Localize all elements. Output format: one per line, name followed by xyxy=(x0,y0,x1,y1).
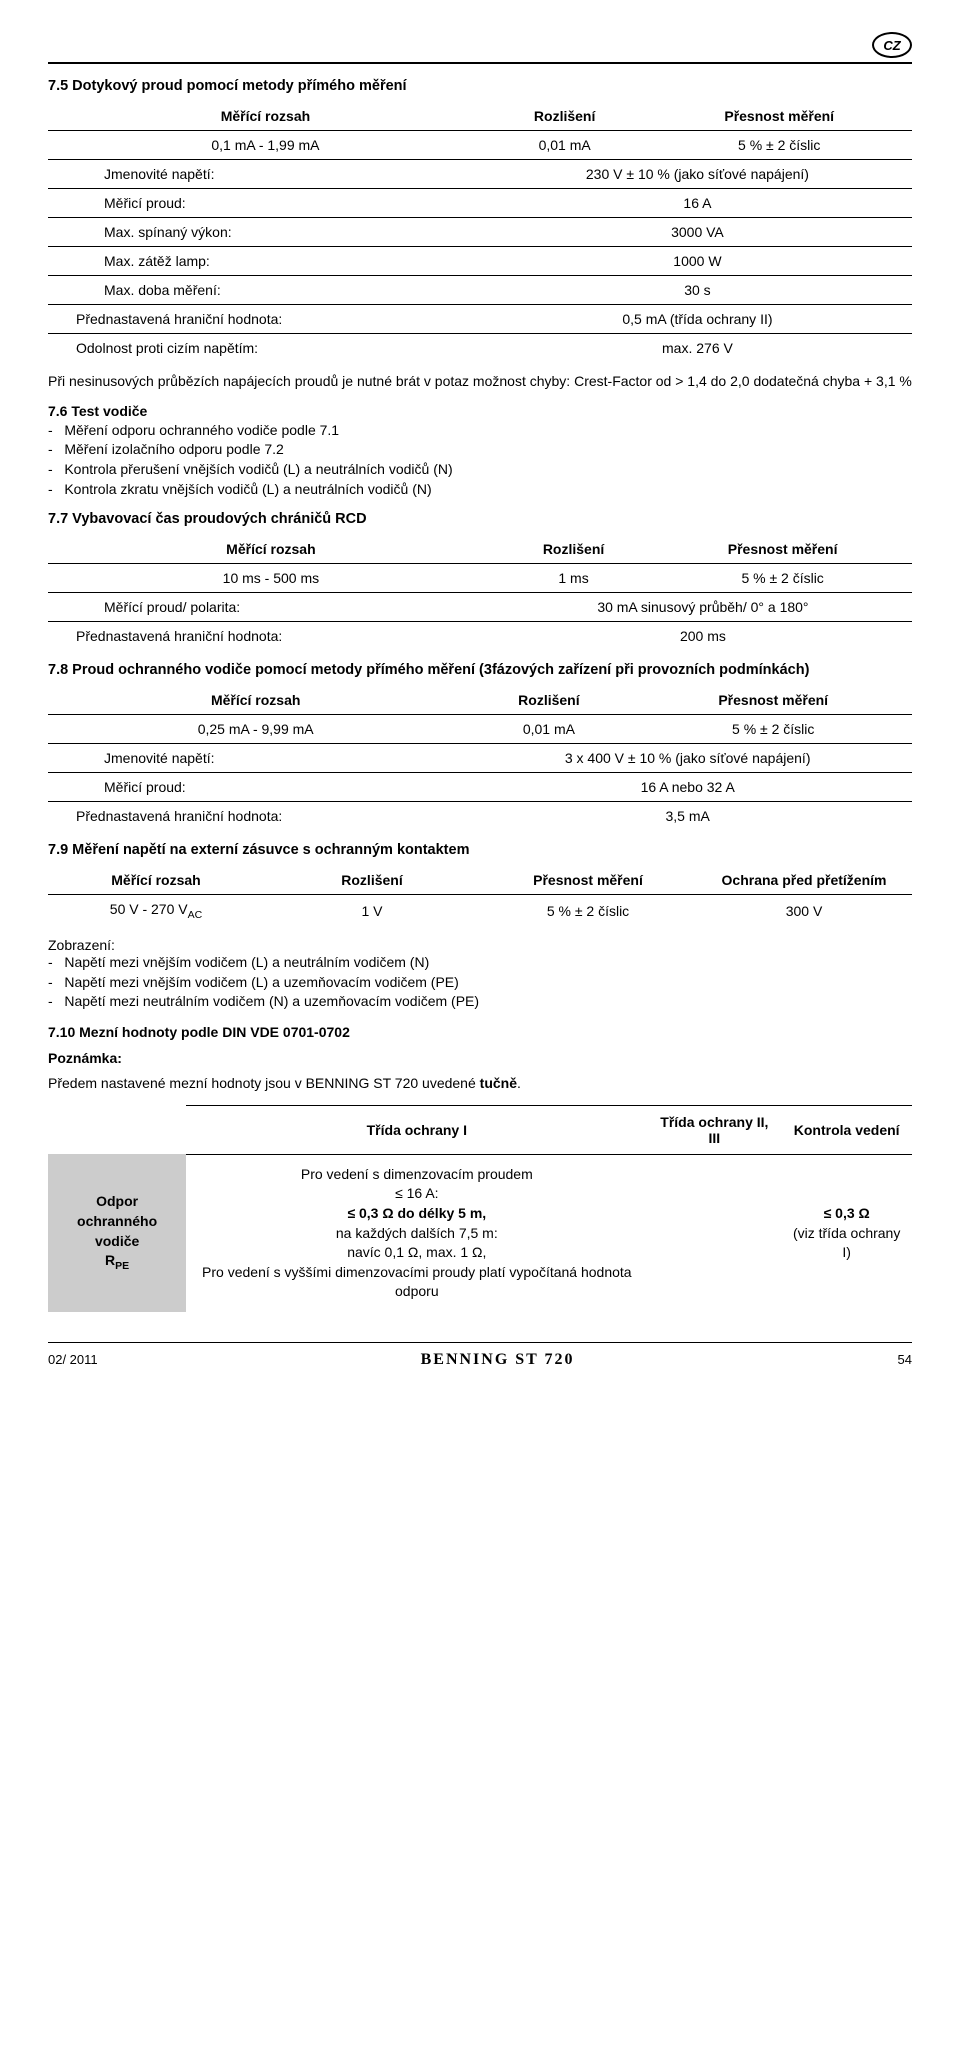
sec75-v0: 0,1 mA - 1,99 mA xyxy=(48,131,483,160)
sec78-p2v: 3,5 mA xyxy=(463,802,912,831)
sec77-h2: Přesnost měření xyxy=(653,535,912,564)
sec76-title: 7.6 Test vodiče xyxy=(48,403,912,419)
sec710-h1: Třída ochrany II, III xyxy=(647,1105,781,1154)
sec78-v1: 0,01 mA xyxy=(463,715,634,744)
sec76-b3: Kontrola zkratu vnějších vodičů (L) a ne… xyxy=(48,480,912,500)
sec75-p5k: Přednastavená hraniční hodnota: xyxy=(48,305,483,334)
sec76-b0: Měření odporu ochranného vodiče podle 7.… xyxy=(48,421,912,441)
sec75-h1: Rozlišení xyxy=(483,102,647,131)
sec75-p4v: 30 s xyxy=(483,276,912,305)
sec76-b2: Kontrola přerušení vnějších vodičů (L) a… xyxy=(48,460,912,480)
sec78-p0v: 3 x 400 V ± 10 % (jako síťové napájení) xyxy=(463,744,912,773)
footer-right: 54 xyxy=(898,1352,912,1367)
sec79-v3: 300 V xyxy=(696,895,912,927)
sec77-p0v: 30 mA sinusový průběh/ 0° a 180° xyxy=(494,593,912,622)
footer-left: 02/ 2011 xyxy=(48,1352,98,1367)
sec710-cell3: ≤ 0,3 Ω (viz třída ochrany I) xyxy=(781,1154,912,1312)
sec78-p2k: Přednastavená hraniční hodnota: xyxy=(48,802,463,831)
sec75-p2k: Max. spínaný výkon: xyxy=(48,218,483,247)
sec75-h2: Přesnost měření xyxy=(646,102,912,131)
sec75-p4k: Max. doba měření: xyxy=(48,276,483,305)
sec79-b1: Napětí mezi vnějším vodičem (L) a uzemňo… xyxy=(48,973,912,993)
sec78-table: Měřící rozsah Rozlišení Přesnost měření … xyxy=(48,686,912,830)
sec710-h0: Třída ochrany I xyxy=(186,1105,647,1154)
sec79-v0: 50 V - 270 VAC xyxy=(48,895,264,927)
sec77-v1: 1 ms xyxy=(494,564,653,593)
sec77-table: Měřící rozsah Rozlišení Přesnost měření … xyxy=(48,535,912,650)
sec75-p6k: Odolnost proti cizím napětím: xyxy=(48,334,483,363)
sec76-b1: Měření izolačního odporu podle 7.2 xyxy=(48,440,912,460)
sec78-h1: Rozlišení xyxy=(463,686,634,715)
sec75-title: 7.5 Dotykový proud pomocí metody přímého… xyxy=(48,78,912,94)
sec79-h1: Rozlišení xyxy=(264,866,480,895)
sec77-v0: 10 ms - 500 ms xyxy=(48,564,494,593)
sec78-p0k: Jmenovité napětí: xyxy=(48,744,463,773)
sec78-h0: Měřící rozsah xyxy=(48,686,463,715)
sec79-v1: 1 V xyxy=(264,895,480,927)
sec79-table: Měřící rozsah Rozlišení Přesnost měření … xyxy=(48,866,912,927)
sec78-v2: 5 % ± 2 číslic xyxy=(634,715,912,744)
sec75-v1: 0,01 mA xyxy=(483,131,647,160)
sec79-h0: Měřící rozsah xyxy=(48,866,264,895)
sec710-cell2 xyxy=(647,1154,781,1312)
sec79-v2: 5 % ± 2 číslic xyxy=(480,895,696,927)
country-badge: CZ xyxy=(872,32,912,58)
sec75-v2: 5 % ± 2 číslic xyxy=(646,131,912,160)
sec79-h2: Přesnost měření xyxy=(480,866,696,895)
sec79-zobr: Zobrazení: xyxy=(48,937,912,953)
sec75-p6v: max. 276 V xyxy=(483,334,912,363)
sec79-bullets: Napětí mezi vnějším vodičem (L) a neutrá… xyxy=(48,953,912,1012)
top-rule xyxy=(48,62,912,64)
sec710-h2: Kontrola vedení xyxy=(781,1105,912,1154)
sec77-p1v: 200 ms xyxy=(494,622,912,651)
sec75-table: Měřící rozsah Rozlišení Přesnost měření … xyxy=(48,102,912,362)
sec79-title: 7.9 Měření napětí na externí zásuvce s o… xyxy=(48,842,912,858)
sec710-title: 7.10 Mezní hodnoty podle DIN VDE 0701-07… xyxy=(48,1024,912,1040)
sec75-p1v: 16 A xyxy=(483,189,912,218)
sec75-p0v: 230 V ± 10 % (jako síťové napájení) xyxy=(483,160,912,189)
footer-mid: BENNING ST 720 xyxy=(421,1351,575,1369)
sec77-p1k: Přednastavená hraniční hodnota: xyxy=(48,622,494,651)
sec78-p1k: Měřicí proud: xyxy=(48,773,463,802)
sec78-p1v: 16 A nebo 32 A xyxy=(463,773,912,802)
sec710-poznamka-text: Předem nastavené mezní hodnoty jsou v BE… xyxy=(48,1074,912,1093)
sec710-table: Třída ochrany I Třída ochrany II, III Ko… xyxy=(48,1105,912,1312)
sec78-h2: Přesnost měření xyxy=(634,686,912,715)
sec77-title: 7.7 Vybavovací čas proudových chráničů R… xyxy=(48,511,912,527)
sec75-p3v: 1000 W xyxy=(483,247,912,276)
sec75-p2v: 3000 VA xyxy=(483,218,912,247)
sec79-b0: Napětí mezi vnějším vodičem (L) a neutrá… xyxy=(48,953,912,973)
sec76-bullets: Měření odporu ochranného vodiče podle 7.… xyxy=(48,421,912,499)
sec77-h1: Rozlišení xyxy=(494,535,653,564)
sec79-b2: Napětí mezi neutrálním vodičem (N) a uze… xyxy=(48,992,912,1012)
sec75-p0k: Jmenovité napětí: xyxy=(48,160,483,189)
sec77-v2: 5 % ± 2 číslic xyxy=(653,564,912,593)
sec710-rowlabel: Odpor ochranného vodiče RPE xyxy=(48,1154,186,1312)
sec75-p1k: Měřicí proud: xyxy=(48,189,483,218)
sec75-p5v: 0,5 mA (třída ochrany II) xyxy=(483,305,912,334)
sec78-title: 7.8 Proud ochranného vodiče pomocí metod… xyxy=(48,662,912,678)
sec77-h0: Měřící rozsah xyxy=(48,535,494,564)
sec710-cell1: Pro vedení s dimenzovacím proudem ≤ 16 A… xyxy=(186,1154,647,1312)
sec77-p0k: Měřící proud/ polarita: xyxy=(48,593,494,622)
sec75-note: Při nesinusových průbězích napájecích pr… xyxy=(48,372,912,391)
sec75-p3k: Max. zátěž lamp: xyxy=(48,247,483,276)
page-footer: 02/ 2011 BENNING ST 720 54 xyxy=(48,1342,912,1369)
sec710-poznamka-label: Poznámka: xyxy=(48,1050,912,1066)
sec75-h0: Měřící rozsah xyxy=(48,102,483,131)
sec78-v0: 0,25 mA - 9,99 mA xyxy=(48,715,463,744)
sec79-h3: Ochrana před přetížením xyxy=(696,866,912,895)
